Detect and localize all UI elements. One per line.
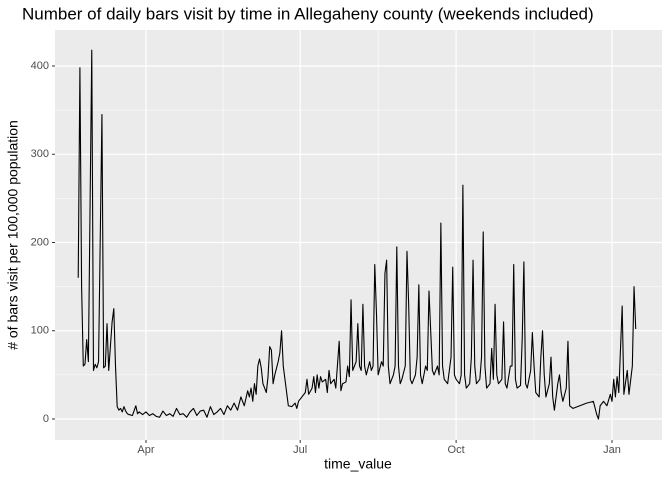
line xyxy=(77,49,637,420)
x-axis-label: time_value xyxy=(324,456,392,472)
y-tick-label: 300 xyxy=(31,148,49,160)
y-tick-label: 400 xyxy=(31,60,49,72)
x-tick-label: Jan xyxy=(603,444,621,456)
y-tick-label: 0 xyxy=(43,413,49,425)
x-tick-label: Jul xyxy=(293,444,307,456)
x-tick-label: Apr xyxy=(137,444,154,456)
chart-title: Number of daily bars visit by time in Al… xyxy=(22,4,594,23)
y-tick-label: 200 xyxy=(31,236,49,248)
plot xyxy=(77,49,637,420)
x-tick-label: Oct xyxy=(448,444,465,456)
y-axis-label: # of bars visit per 100,000 population xyxy=(5,120,21,350)
panel xyxy=(55,30,662,440)
grid xyxy=(55,30,662,440)
y-tick-label: 100 xyxy=(31,325,49,337)
